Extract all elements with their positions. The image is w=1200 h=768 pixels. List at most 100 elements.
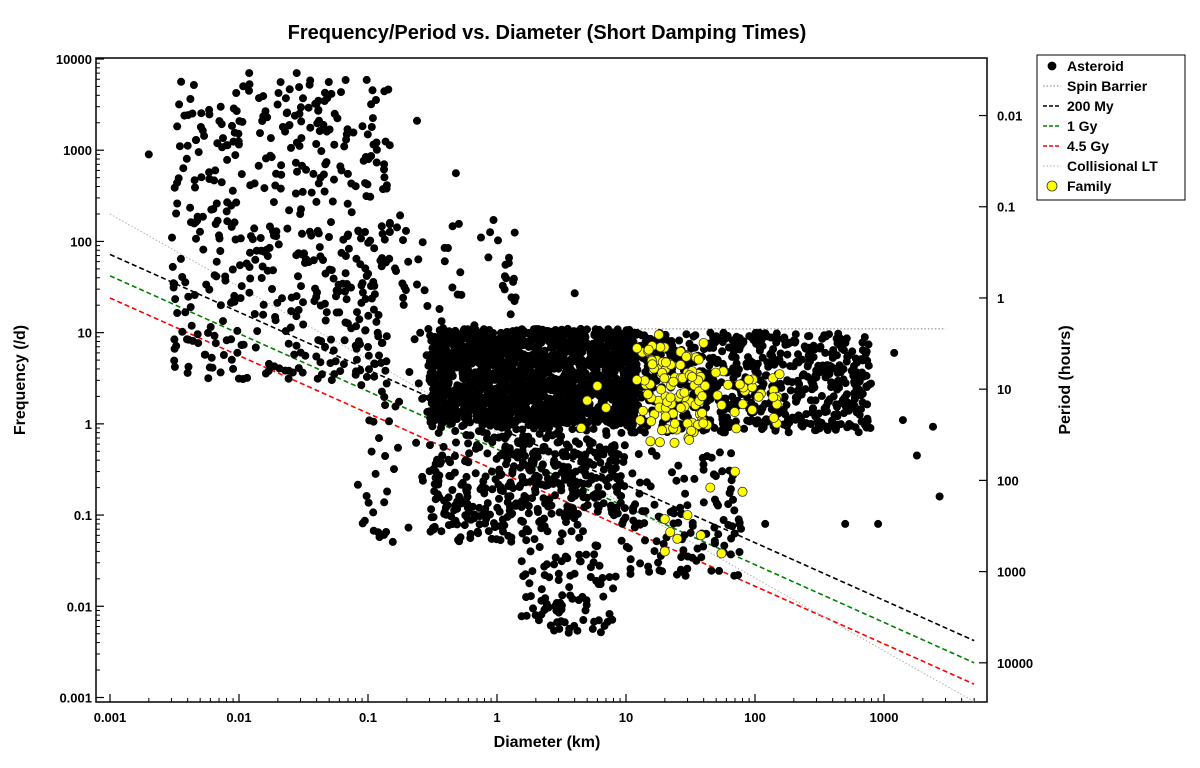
family-point: [657, 425, 668, 436]
asteroid-point: [568, 504, 577, 513]
asteroid-point: [464, 458, 473, 467]
asteroid-point: [319, 120, 328, 129]
asteroid-point: [825, 422, 834, 431]
legend: Asteroid Spin Barrier 200 My 1 Gy 4.5 Gy Coll…: [1036, 54, 1186, 201]
asteroid-point: [178, 272, 187, 281]
asteroid-point: [645, 567, 654, 576]
asteroid-point: [602, 427, 611, 436]
asteroid-point: [372, 158, 381, 167]
asteroid-point: [712, 359, 721, 368]
asteroid-point: [322, 308, 331, 317]
asteroid-point: [478, 427, 487, 436]
asteroid-point: [557, 617, 566, 626]
asteroid-point: [418, 238, 427, 247]
asteroid-point: [575, 439, 584, 448]
asteroid-point: [377, 339, 386, 348]
asteroid-point: [571, 467, 580, 476]
asteroid-point: [343, 169, 352, 178]
asteroid-point: [358, 519, 367, 528]
asteroid-point: [620, 441, 629, 450]
asteroid-point: [929, 422, 938, 431]
asteroid-point: [793, 386, 802, 395]
asteroid-point: [690, 474, 699, 483]
y2-tick-label: 10: [997, 382, 1011, 397]
asteroid-point: [458, 342, 467, 351]
asteroid-point: [577, 368, 586, 377]
asteroid-point: [720, 541, 729, 550]
asteroid-point: [572, 393, 581, 402]
asteroid-point: [178, 327, 187, 336]
asteroid-point: [305, 80, 314, 89]
asteroid-point: [190, 183, 199, 192]
asteroid-point: [551, 471, 560, 480]
asteroid-point: [507, 533, 516, 542]
asteroid-point: [295, 141, 304, 150]
asteroid-point: [446, 419, 455, 428]
asteroid-point: [364, 311, 373, 320]
asteroid-point: [354, 226, 363, 235]
asteroid-point: [371, 469, 380, 478]
asteroid-point: [496, 482, 505, 491]
asteroid-point: [715, 448, 724, 457]
x-axis-label: Diameter (km): [494, 734, 601, 751]
asteroid-point: [504, 259, 513, 268]
asteroid-point: [529, 604, 538, 613]
asteroid-point: [697, 553, 706, 562]
asteroid-point: [502, 369, 511, 378]
asteroid-point: [791, 338, 800, 347]
asteroid-point: [476, 233, 485, 242]
asteroid-point: [186, 203, 195, 212]
asteroid-point: [242, 259, 251, 268]
asteroid-point: [425, 441, 434, 450]
asteroid-point: [807, 351, 816, 360]
asteroid-point: [582, 600, 591, 609]
asteroid-point: [352, 355, 361, 364]
family-point: [698, 418, 709, 429]
asteroid-point: [260, 184, 269, 193]
asteroid-point: [532, 471, 541, 480]
asteroid-point: [621, 513, 630, 522]
asteroid-point: [429, 513, 438, 522]
asteroid-point: [307, 188, 316, 197]
asteroid-point: [821, 348, 830, 357]
asteroid-point: [362, 75, 371, 84]
asteroid-point: [191, 136, 200, 145]
y-tick-label: 0.1: [74, 508, 92, 523]
asteroid-point: [314, 336, 323, 345]
asteroid-point: [498, 281, 507, 290]
asteroid-point: [524, 501, 533, 510]
asteroid-point: [383, 487, 392, 496]
asteroid-point: [630, 428, 639, 437]
family-point: [668, 376, 679, 387]
asteroid-point: [542, 326, 551, 335]
legend-label: Asteroid: [1067, 58, 1124, 74]
family-point: [695, 530, 706, 541]
asteroid-point: [295, 83, 304, 92]
asteroid-point: [297, 117, 306, 126]
asteroid-point: [802, 410, 811, 419]
legend-label: 200 My: [1067, 98, 1114, 114]
asteroid-point: [184, 292, 193, 301]
asteroid-point: [634, 450, 643, 459]
asteroid-point: [608, 411, 617, 420]
asteroid-point: [650, 547, 659, 556]
asteroid-point: [296, 205, 305, 214]
asteroid-point: [768, 356, 777, 365]
asteroid-point: [330, 109, 339, 118]
asteroid-point: [227, 222, 236, 231]
asteroid-point: [466, 335, 475, 344]
asteroid-point: [370, 244, 379, 253]
asteroid-point: [448, 283, 457, 292]
asteroid-point: [535, 543, 544, 552]
asteroid-point: [170, 335, 179, 344]
asteroid-point: [343, 319, 352, 328]
asteroid-point: [551, 409, 560, 418]
asteroid-point: [364, 498, 373, 507]
asteroid-point: [319, 170, 328, 179]
asteroid-point: [278, 123, 287, 132]
asteroid-point: [212, 272, 221, 281]
asteroid-point: [495, 401, 504, 410]
asteroid-point: [430, 416, 439, 425]
asteroid-point: [399, 300, 408, 309]
asteroid-point: [861, 349, 870, 358]
